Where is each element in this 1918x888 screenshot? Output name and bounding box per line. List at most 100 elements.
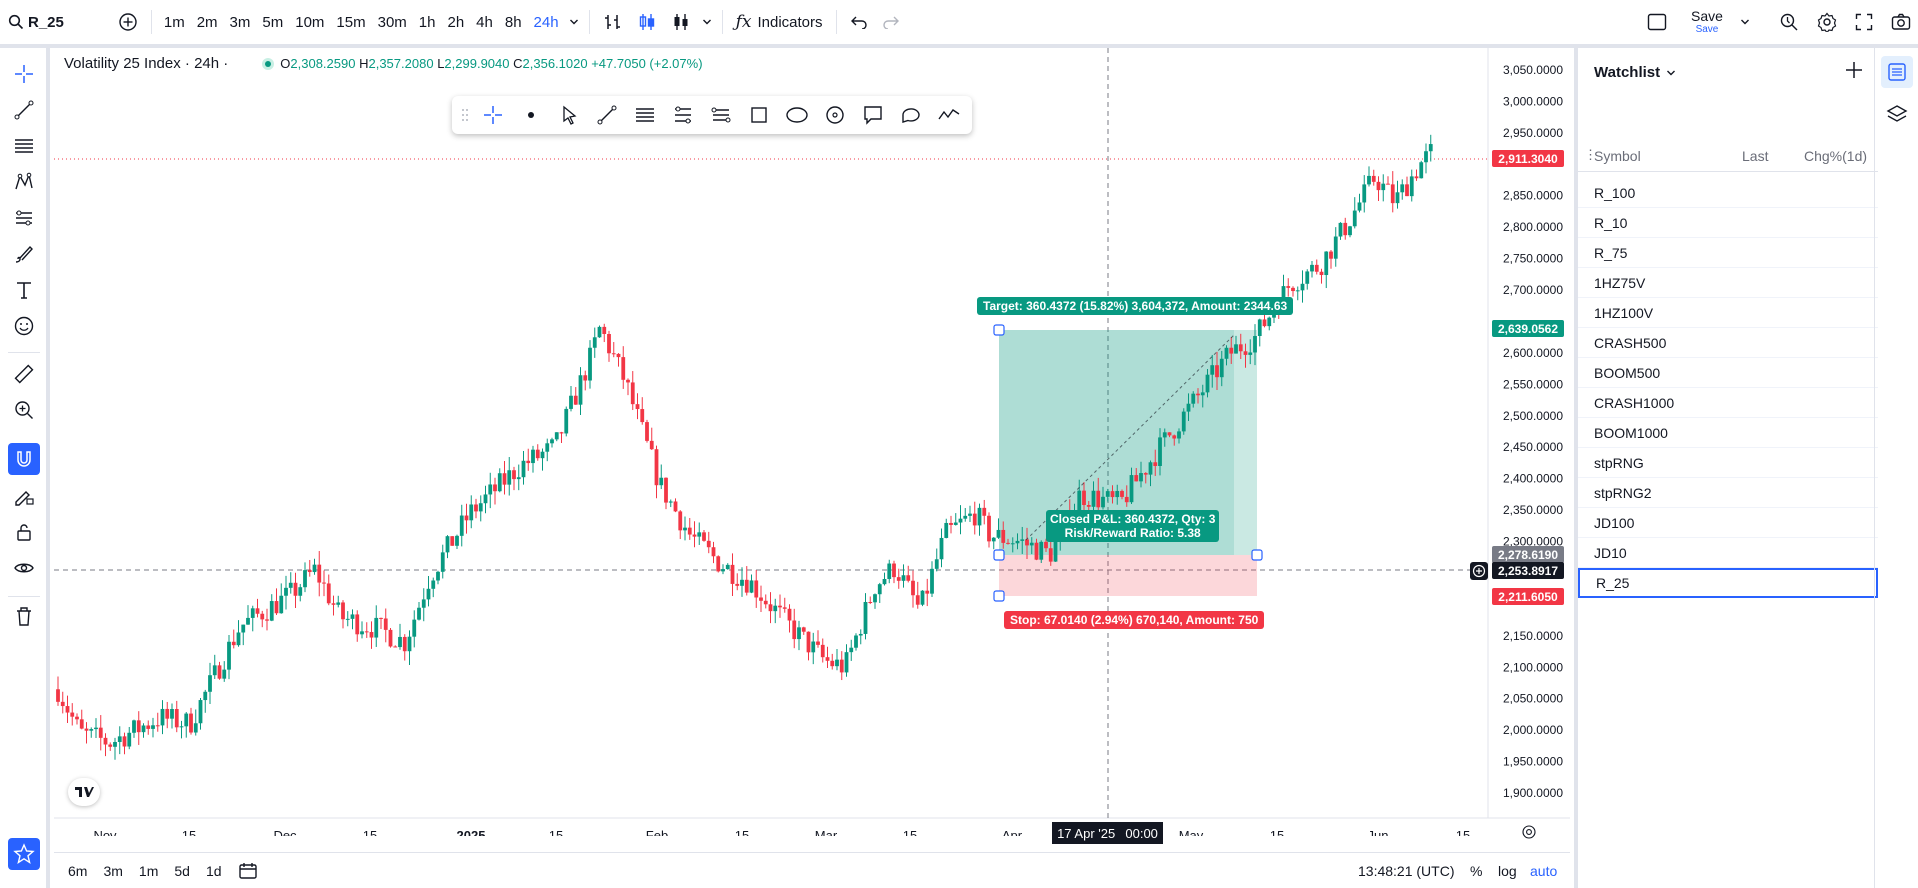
percent-toggle[interactable]: % [1470,862,1483,879]
redo-button[interactable] [875,0,907,44]
watchlist-item[interactable]: JD10 [1578,538,1878,568]
prediction-tool[interactable] [8,202,40,234]
pnl-tag[interactable]: Closed P&L: 360.4372, Qty: 3 Risk/Reward… [1046,510,1220,542]
range-1d[interactable]: 1d [205,862,222,879]
magnet-tool[interactable] [8,443,40,475]
interval-15m[interactable]: 15m [336,13,366,31]
float-circle-tool[interactable] [818,100,852,130]
save-dropdown[interactable] [1736,0,1754,44]
interval-1m[interactable]: 1m [163,13,185,31]
interval-2h[interactable]: 2h [447,13,465,31]
float-path-tool[interactable] [932,100,966,130]
add-symbol-button[interactable] [1844,60,1866,82]
lock-drawings-tool[interactable] [8,516,40,548]
trend-line-tool[interactable] [8,94,40,126]
bar-style-button[interactable] [596,0,630,44]
watchlist-item[interactable]: stpRNG [1578,448,1878,478]
interval-5m[interactable]: 5m [262,13,284,31]
float-note-tool[interactable] [894,100,928,130]
watchlist-item[interactable]: 1HZ75V [1578,268,1878,298]
float-dot-tool[interactable] [514,100,548,130]
add-alert-button[interactable] [1470,562,1488,580]
interval-3m[interactable]: 3m [229,13,251,31]
favorites-button[interactable] [8,838,40,870]
watchlist-item[interactable]: R_10 [1578,208,1878,238]
watchlist-item[interactable]: R_75 [1578,238,1878,268]
watchlist-item[interactable]: CRASH1000 [1578,388,1878,418]
brush-tool[interactable] [8,238,40,270]
indicators-button[interactable]: ƒx Indicators [729,0,830,44]
watchlist-item[interactable]: R_100 [1578,178,1878,208]
axis-settings-button[interactable] [1521,824,1539,842]
fib-tool[interactable] [8,130,40,162]
watchlist-item[interactable]: R_25 [1578,568,1878,598]
remove-drawings-tool[interactable] [8,600,40,632]
float-crosshair-tool[interactable] [476,100,510,130]
chart-type-dropdown[interactable] [698,0,716,44]
watchlist-item[interactable]: 1HZ100V [1578,298,1878,328]
interval-10m[interactable]: 10m [295,13,325,31]
crosshair-tool[interactable] [8,58,40,90]
float-range-tool[interactable] [704,100,738,130]
watchlist-item[interactable]: JD100 [1578,508,1878,538]
column-last[interactable]: Last [1742,148,1769,164]
quick-search-button[interactable] [1772,0,1806,44]
drag-handle[interactable] [458,100,472,130]
interval-30m[interactable]: 30m [377,13,407,31]
float-line-tool[interactable] [590,100,624,130]
date-range-button[interactable] [230,855,266,887]
chart-title[interactable]: Volatility 25 Index · 24h · [64,55,229,72]
zoom-tool[interactable] [8,394,40,426]
tradingview-logo[interactable] [68,778,100,806]
object-tree-tab[interactable] [1881,98,1913,130]
price-chart[interactable]: 3,050.0000 3,000.0000 2,950.0000 2,850.0000… [54,48,1570,836]
watchlist-item[interactable]: BOOM1000 [1578,418,1878,448]
log-toggle[interactable]: log [1498,862,1517,879]
range-5d[interactable]: 5d [174,862,190,879]
save-button[interactable]: Save Save [1684,0,1730,44]
range-1m[interactable]: 1m [138,862,159,879]
settings-button[interactable] [1810,0,1844,44]
interval-dropdown[interactable] [565,0,583,44]
target-tag[interactable]: Target: 360.4372 (15.82%) 3,604,372, Amo… [977,297,1294,315]
interval-8h[interactable]: 8h [504,13,522,31]
interval-1h[interactable]: 1h [418,13,436,31]
text-tool[interactable] [8,274,40,306]
stop-tag[interactable]: Stop: 67.0140 (2.94%) 670,140, Amount: 7… [1004,611,1265,629]
fullscreen-layout-button[interactable] [1640,0,1674,44]
float-arrow-tool[interactable] [552,100,586,130]
watchlist-item[interactable]: stpRNG2 [1578,478,1878,508]
symbol-search[interactable]: R_25 [0,0,71,44]
watchlist-tab[interactable] [1881,56,1913,88]
pattern-tool[interactable] [8,166,40,198]
float-channel-tool[interactable] [666,100,700,130]
fullscreen-button[interactable] [1848,0,1880,44]
clock[interactable]: 13:48:21 (UTC) [1358,862,1455,879]
range-3m[interactable]: 3m [103,862,123,879]
column-symbol[interactable]: Symbol [1594,148,1641,164]
float-fib-tool[interactable] [628,100,662,130]
column-menu-icon[interactable]: ⋮ [1584,147,1597,162]
interval-2m[interactable]: 2m [196,13,218,31]
compare-button[interactable] [111,0,145,44]
watchlist-item[interactable]: BOOM500 [1578,358,1878,388]
watchlist-header[interactable]: Watchlist [1594,64,1676,81]
chart-type-button[interactable] [664,0,698,44]
hide-drawings-tool[interactable] [8,552,40,584]
undo-button[interactable] [843,0,875,44]
interval-4h[interactable]: 4h [476,13,493,31]
candle-body [493,484,497,492]
auto-toggle[interactable]: auto [1530,862,1558,879]
interval-24h[interactable]: 24h [533,13,559,31]
float-rectangle-tool[interactable] [742,100,776,130]
column-change[interactable]: Chg%(1d) [1804,148,1868,164]
screenshot-button[interactable] [1884,0,1918,44]
emoji-tool[interactable] [8,310,40,342]
stay-in-drawing-tool[interactable] [8,480,40,512]
watchlist-item[interactable]: CRASH500 [1578,328,1878,358]
range-6m[interactable]: 6m [68,862,88,879]
ruler-tool[interactable] [8,358,40,390]
float-ellipse-tool[interactable] [780,100,814,130]
float-callout-tool[interactable] [856,100,890,130]
candle-style-button[interactable] [630,0,664,44]
